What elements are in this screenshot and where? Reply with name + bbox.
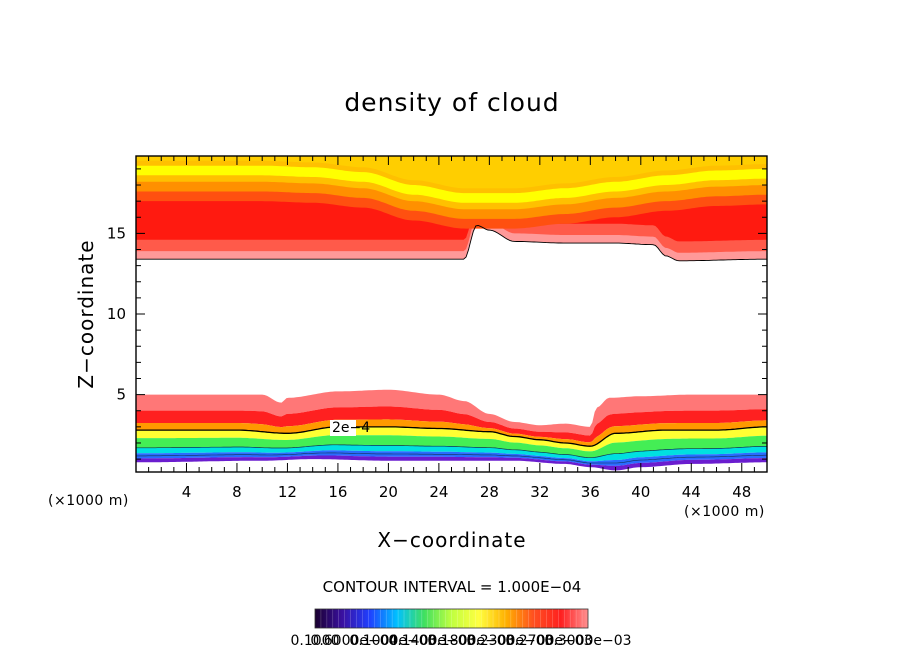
y-axis-unit: (×1000 m) [48, 493, 129, 509]
colorbar-stripes [320, 609, 583, 628]
lower-band-cyan [136, 444, 767, 462]
x-tick-label: 12 [278, 483, 297, 501]
x-tick-label: 24 [429, 483, 448, 501]
contour-lower-1 [136, 444, 767, 459]
contour-upper-base [136, 225, 767, 262]
x-tick-label: 28 [480, 483, 499, 501]
x-tick-label: 36 [581, 483, 600, 501]
colorbar-label: 0.6000e−04 [310, 633, 397, 649]
colorbar-label: 0.1000 [291, 633, 340, 649]
y-tick-label: 10 [107, 305, 126, 323]
contour-lines [136, 225, 767, 464]
colorbar-label: 0.2700e−03 [505, 633, 592, 649]
lower-band-pink [136, 389, 767, 436]
x-tick-label: 4 [182, 483, 192, 501]
upper-band-top [136, 156, 767, 189]
x-tick-label: 20 [379, 483, 398, 501]
x-tick-label: 32 [530, 483, 549, 501]
lower-band-red [136, 406, 767, 443]
y-tick-label: 15 [107, 224, 126, 242]
lower-band-orange [136, 419, 767, 447]
x-tick-label: 8 [232, 483, 242, 501]
contour-label-2e-4: 2e−4 [332, 420, 370, 436]
contour-label-bg [330, 420, 356, 436]
colorbar-labels: 0.10000.6000e−040.1000e−030.1400e−030.18… [291, 633, 632, 649]
x-tick-label: 48 [732, 483, 751, 501]
plot-area [136, 156, 767, 472]
colorbar-label: 0.1400e−03 [388, 633, 475, 649]
upper-band-core [136, 165, 767, 203]
x-tick-label: 44 [682, 483, 701, 501]
y-axis-ticks: 5 10 15 [107, 168, 767, 460]
contour-interval-text: CONTOUR INTERVAL = 1.000E−04 [323, 578, 582, 596]
upper-cloud-layer [136, 156, 767, 261]
colorbar-label: 0.3000e−03 [544, 633, 631, 649]
x-tick-label: 40 [631, 483, 650, 501]
x-axis-unit: (×1000 m) [684, 504, 765, 520]
colorbar-label: 0.1000e−03 [349, 633, 436, 649]
colorbar-label: 0.1800e−03 [427, 633, 514, 649]
chart-title: density of cloud [344, 88, 559, 117]
lower-band-violet [136, 455, 767, 471]
colorbar [315, 609, 588, 628]
x-axis-label: X−coordinate [377, 528, 526, 552]
contour-lower-2 [136, 452, 767, 464]
y-tick-label: 5 [116, 386, 126, 404]
colorbar-label: 0.2300e−03 [466, 633, 553, 649]
x-axis-ticks: 4 8 12 16 20 24 28 32 36 40 44 48 [148, 156, 755, 501]
contour-2e-4 [136, 426, 767, 447]
x-tick-label: 16 [328, 483, 347, 501]
colorbar-frame [314, 608, 589, 629]
y-axis-label: Z−coordinate [74, 239, 98, 388]
